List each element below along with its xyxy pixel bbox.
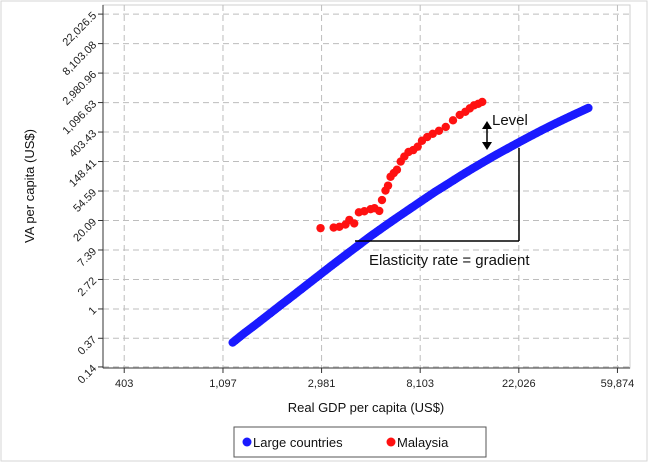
y-tick-label: 1 <box>86 305 99 318</box>
malaysia-point <box>383 181 393 190</box>
malaysia-point <box>316 223 325 233</box>
malaysia-point <box>478 97 487 107</box>
x-tick-label: 1,097 <box>209 378 237 390</box>
legend-swatch-large-countries <box>242 437 252 447</box>
y-tick-label: 7.39 <box>76 246 100 270</box>
level-label: Level <box>492 112 528 129</box>
x-tick-label: 2,981 <box>308 378 336 390</box>
malaysia-point <box>434 126 444 136</box>
y-tick-label: 2.72 <box>76 275 100 299</box>
x-tick-label: 403 <box>115 378 133 390</box>
malaysia-point <box>392 165 402 174</box>
legend-box <box>233 426 487 458</box>
y-tick-label: 148.41 <box>67 157 99 189</box>
level-arrow <box>482 121 492 150</box>
plot-area <box>102 4 631 369</box>
x-tick-label: 22,026 <box>502 378 536 390</box>
malaysia-point <box>350 219 359 228</box>
series-malaysia <box>316 97 487 233</box>
gridlines <box>103 5 630 368</box>
y-tick-label: 54.59 <box>71 187 99 215</box>
y-axis-title: VA per capita (US$) <box>22 129 37 243</box>
x-tick-label: 8,103 <box>406 378 434 390</box>
legend: Large countries Malaysia <box>233 426 487 458</box>
elasticity-bracket <box>355 148 520 242</box>
series-large-countries <box>228 103 593 347</box>
elasticity-label: Elasticity rate = gradient <box>369 252 530 269</box>
x-tick-label: 59,874 <box>601 378 635 390</box>
x-axis-ticks: 403 1,097 2,981 8,103 22,026 59,874 <box>115 368 634 390</box>
series-points <box>228 97 593 347</box>
y-axis-ticks: 0.140.3712.727.3920.0954.59148.41403.431… <box>60 10 103 386</box>
malaysia-point <box>428 129 437 138</box>
y-tick-label: 20.09 <box>71 216 99 244</box>
legend-swatch-malaysia <box>386 437 396 447</box>
malaysia-point <box>413 142 422 151</box>
malaysia-point <box>448 116 458 125</box>
malaysia-point <box>441 122 450 132</box>
large-countries-point <box>584 103 593 113</box>
malaysia-point <box>375 206 384 216</box>
y-tick-label: 0.37 <box>76 334 100 358</box>
legend-label-malaysia: Malaysia <box>397 435 449 450</box>
legend-label-large-countries: Large countries <box>253 435 343 450</box>
malaysia-point <box>377 195 387 205</box>
x-axis-title: Real GDP per capita (US$) <box>288 400 445 415</box>
y-tick-label: 0.14 <box>76 363 100 387</box>
